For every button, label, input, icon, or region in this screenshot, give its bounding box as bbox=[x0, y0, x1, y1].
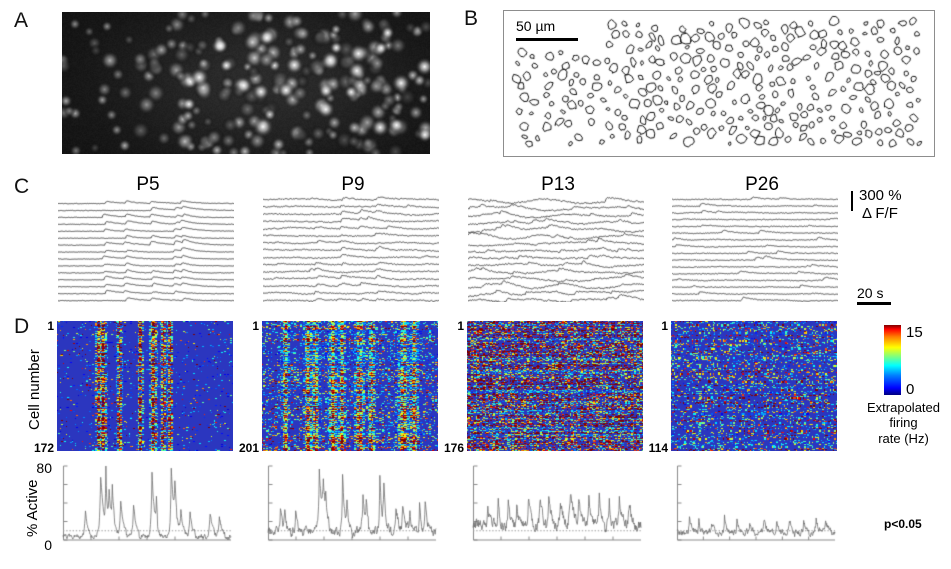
colorbar-caption-line3: rate (Hz) bbox=[878, 430, 929, 446]
cell-number-first-p5: 1 bbox=[47, 319, 54, 333]
trace-title-p9: P9 bbox=[341, 174, 365, 195]
colorbar-max-label: 15 bbox=[906, 324, 923, 341]
panel-letter-b: B bbox=[464, 7, 479, 30]
cell-number-last-p5: 172 bbox=[33, 441, 54, 455]
cell-number-last-p9: 201 bbox=[238, 441, 259, 455]
axis-tick-0: 0 bbox=[44, 537, 52, 553]
panel-letter-c: C bbox=[14, 175, 30, 198]
colorbar-caption-line2: firing bbox=[889, 415, 918, 431]
time-scale-bar-line bbox=[857, 302, 891, 305]
axis-tick-80: 80 bbox=[36, 460, 52, 476]
heatmap-p5 bbox=[57, 321, 233, 451]
panel-b-roi-map bbox=[503, 10, 935, 157]
trace-title-p5: P5 bbox=[136, 174, 160, 195]
colorbar-min-label: 0 bbox=[906, 381, 915, 398]
cell-number-first-p9: 1 bbox=[252, 319, 259, 333]
trace-block-p13 bbox=[468, 196, 644, 302]
trace-block-p26 bbox=[672, 194, 838, 302]
scale-bar-label-50um: 50 µm bbox=[516, 18, 556, 34]
colorbar-caption-line1: Extrapolated bbox=[867, 400, 940, 415]
amplitude-scale-bar-label-300pct: 300 % bbox=[859, 187, 902, 204]
heatmap-p26 bbox=[671, 321, 837, 451]
cell-number-first-p13: 1 bbox=[457, 319, 464, 333]
colorbar-gradient bbox=[884, 325, 901, 395]
pct-active-plot-p26 bbox=[671, 462, 837, 548]
pct-active-plot-p5 bbox=[57, 462, 233, 548]
trace-block-p9 bbox=[263, 194, 439, 302]
trace-block-p5 bbox=[58, 198, 234, 302]
cell-number-last-p26: 114 bbox=[648, 441, 668, 455]
panel-letter-a: A bbox=[14, 9, 29, 32]
panel-a-micrograph bbox=[62, 12, 430, 154]
heatmap-p13 bbox=[467, 321, 643, 451]
axis-label-cell-number: Cell number bbox=[26, 349, 43, 430]
colorbar-caption: Extrapolated firing rate (Hz) bbox=[856, 400, 951, 446]
trace-title-p13: P13 bbox=[541, 174, 575, 195]
amplitude-scale-bar-label-dff: Δ F/F bbox=[862, 205, 898, 222]
pct-active-plot-p9 bbox=[262, 462, 438, 548]
heatmap-p9 bbox=[262, 321, 438, 451]
significance-threshold-label: p<0.05 bbox=[884, 517, 922, 531]
pct-active-plot-p13 bbox=[467, 462, 643, 548]
cell-number-last-p13: 176 bbox=[443, 441, 464, 455]
time-scale-bar-label-20s: 20 s bbox=[857, 285, 884, 301]
axis-label-pct-active: % Active bbox=[24, 479, 41, 537]
amplitude-scale-bar-line bbox=[851, 191, 853, 211]
panel-letter-d: D bbox=[14, 315, 30, 338]
scale-bar-line-50um bbox=[516, 38, 578, 41]
trace-title-p26: P26 bbox=[745, 174, 779, 195]
cell-number-first-p26: 1 bbox=[661, 319, 668, 333]
